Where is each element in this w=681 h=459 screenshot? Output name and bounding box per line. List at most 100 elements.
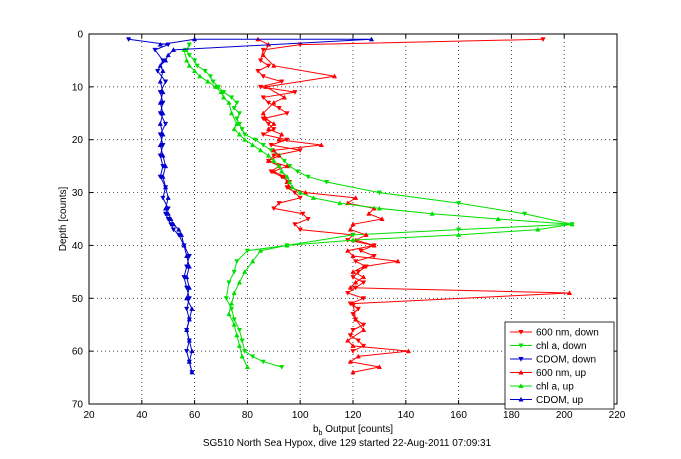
data-point xyxy=(265,126,272,132)
data-point xyxy=(279,79,285,85)
data-point xyxy=(268,142,274,148)
y-tick-label: 20 xyxy=(72,135,84,146)
data-point xyxy=(347,226,353,232)
data-point xyxy=(279,131,285,137)
data-point xyxy=(162,79,169,85)
x-axis-label-rest: Output [counts] xyxy=(322,424,393,435)
data-point xyxy=(226,280,232,286)
data-point xyxy=(263,84,269,89)
legend: 600 nm, down chl a, down CDOM, down 600 nm,… xyxy=(504,321,615,410)
data-point xyxy=(521,211,528,217)
y-tick-label: 40 xyxy=(72,241,84,252)
data-point xyxy=(186,53,192,58)
data-point xyxy=(284,163,290,169)
data-point xyxy=(495,216,501,222)
data-point xyxy=(455,232,462,237)
data-point xyxy=(155,68,161,74)
data-point xyxy=(184,349,190,354)
data-point xyxy=(228,110,235,116)
data-point xyxy=(265,100,272,106)
data-point xyxy=(331,73,338,79)
data-point xyxy=(279,364,285,370)
data-point xyxy=(355,306,361,312)
data-point xyxy=(160,152,166,158)
data-point xyxy=(221,94,227,100)
y-tick-label: 10 xyxy=(72,82,84,93)
data-point xyxy=(250,354,256,360)
data-point xyxy=(157,121,163,126)
data-point xyxy=(360,327,367,333)
data-point xyxy=(284,242,290,248)
data-point xyxy=(350,237,356,243)
data-point xyxy=(186,337,192,343)
data-point xyxy=(239,353,245,359)
data-point xyxy=(231,126,237,132)
data-point xyxy=(276,152,282,158)
data-point xyxy=(231,290,237,296)
data-point xyxy=(260,52,266,58)
data-point xyxy=(223,296,229,302)
data-point xyxy=(210,79,216,85)
y-tick-label: 60 xyxy=(72,347,84,358)
data-point xyxy=(429,210,435,216)
series-4 xyxy=(181,47,575,370)
data-point xyxy=(360,343,367,349)
data-point xyxy=(276,136,282,142)
data-point xyxy=(186,358,192,364)
series-line xyxy=(159,38,372,373)
data-point xyxy=(535,226,541,232)
data-point xyxy=(260,132,266,138)
data-point xyxy=(250,258,256,264)
data-point xyxy=(350,312,356,317)
data-point xyxy=(184,295,190,301)
data-point xyxy=(271,62,277,68)
data-point xyxy=(231,269,237,275)
data-point xyxy=(540,37,546,43)
data-point xyxy=(350,253,356,259)
x-axis-label-main: b xyxy=(313,424,319,435)
data-point xyxy=(178,232,185,237)
data-point xyxy=(257,247,264,253)
data-point xyxy=(271,147,277,153)
data-point xyxy=(231,317,237,323)
x-tick-label: 180 xyxy=(503,410,520,421)
data-point xyxy=(265,158,272,163)
legend-marker xyxy=(518,369,524,375)
data-point xyxy=(305,174,311,180)
data-point xyxy=(271,121,277,126)
data-point xyxy=(236,327,243,333)
legend-label: CDOM, up xyxy=(536,395,584,406)
data-point xyxy=(152,47,158,53)
data-point xyxy=(281,158,287,164)
data-point xyxy=(250,142,256,148)
data-point xyxy=(194,63,200,69)
data-point xyxy=(162,121,169,127)
x-tick-label: 20 xyxy=(83,410,95,421)
data-point xyxy=(255,68,261,74)
data-point xyxy=(350,269,356,274)
x-axis-label: bb Output [counts] xyxy=(313,424,393,437)
data-point xyxy=(368,36,375,42)
data-point xyxy=(271,127,277,132)
data-point xyxy=(358,248,364,254)
data-point xyxy=(242,136,248,142)
data-point xyxy=(234,116,240,122)
data-point xyxy=(236,111,243,117)
data-point xyxy=(160,68,166,74)
data-point xyxy=(202,68,208,74)
data-point xyxy=(353,279,359,285)
data-point xyxy=(162,205,169,211)
data-point xyxy=(191,58,198,64)
data-point xyxy=(355,338,361,344)
data-point xyxy=(234,259,240,265)
data-point xyxy=(189,306,195,311)
data-point xyxy=(323,179,330,185)
legend-label: CDOM, down xyxy=(536,355,596,366)
data-point xyxy=(455,201,462,206)
y-tick-label: 50 xyxy=(72,294,84,305)
data-point xyxy=(157,99,163,105)
data-point xyxy=(162,57,169,63)
data-point xyxy=(350,221,356,227)
data-point xyxy=(366,210,372,216)
